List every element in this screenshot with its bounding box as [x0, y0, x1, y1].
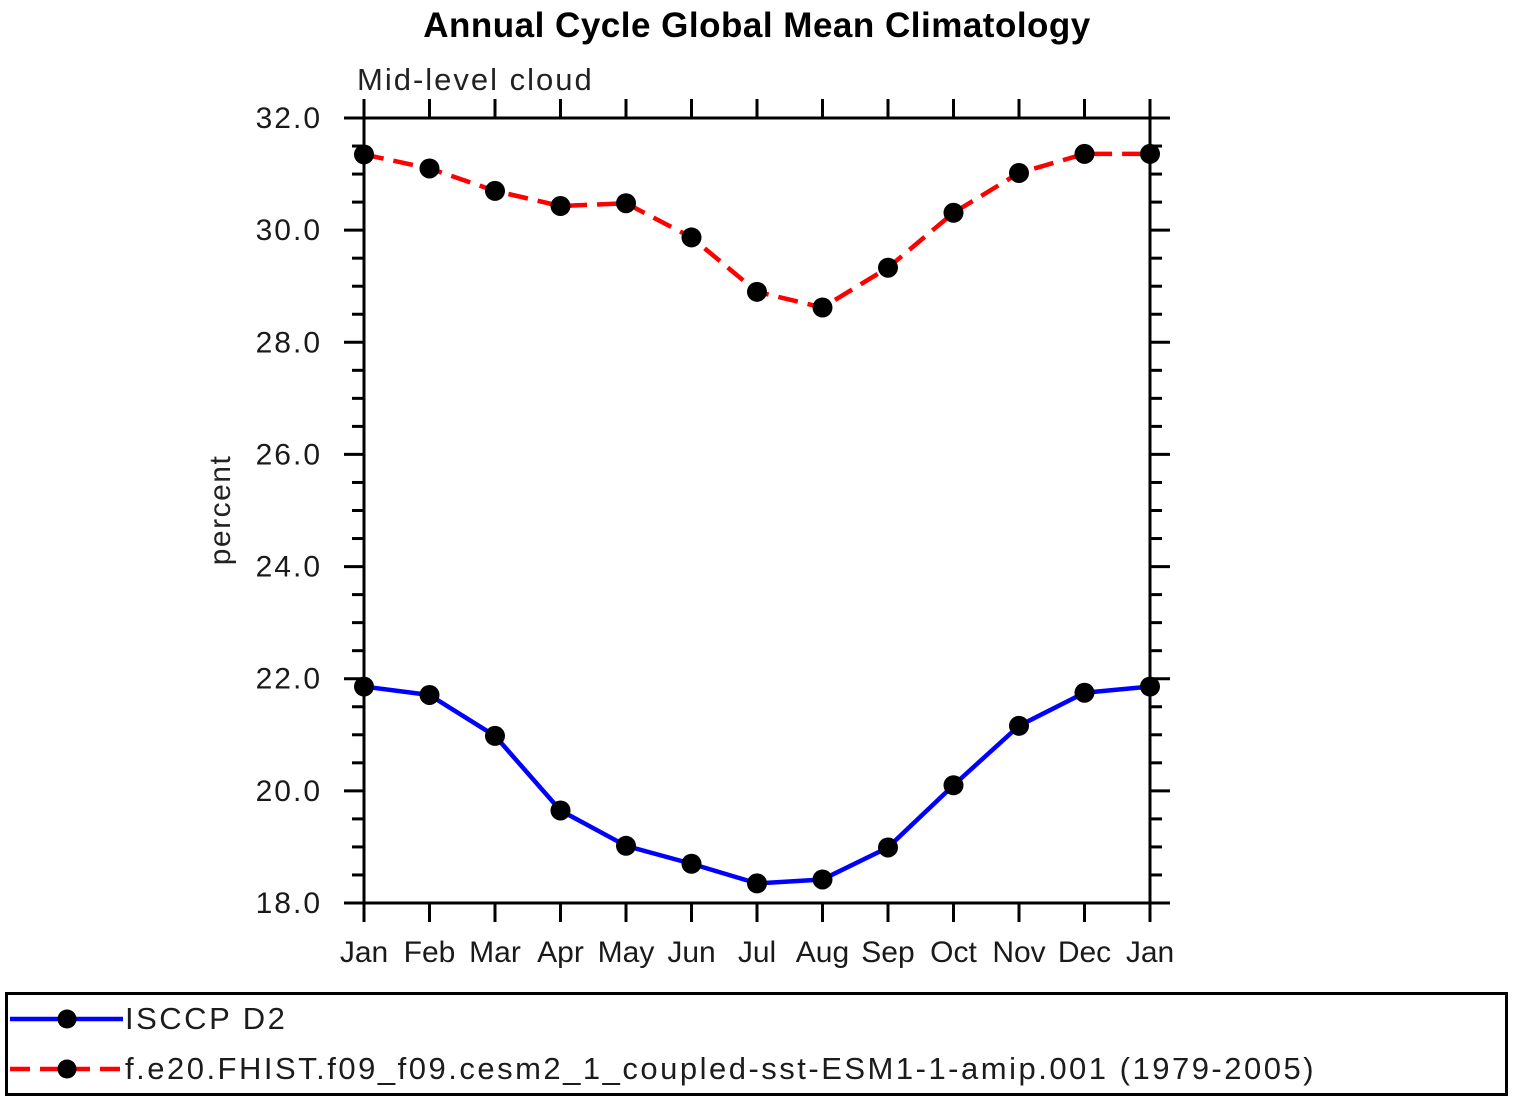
y-tick-label: 20.0 [256, 775, 322, 808]
y-tick-label: 22.0 [256, 663, 322, 696]
data-point [943, 775, 964, 796]
y-tick-label: 32.0 [256, 102, 322, 135]
x-tick-label: Dec [1058, 936, 1111, 969]
data-point [1140, 143, 1160, 164]
x-tick-label: Jul [738, 936, 776, 969]
legend-label: ISCCP D2 [125, 1001, 288, 1036]
data-point [747, 281, 767, 302]
series-line-isccp-d2 [363, 684, 1151, 886]
data-point [1009, 162, 1029, 183]
x-tick-label: Jan [340, 936, 388, 969]
y-tick-label: 18.0 [256, 887, 322, 920]
data-point [878, 837, 898, 858]
legend-marker [57, 1009, 77, 1029]
legend-item: ISCCP D2 [9, 996, 1505, 1042]
data-point [616, 835, 636, 856]
y-tick-label: 28.0 [256, 326, 322, 359]
x-tick-label: Jun [667, 936, 715, 969]
data-point [354, 144, 374, 165]
data-point [681, 227, 702, 248]
x-tick-label: Feb [404, 936, 456, 969]
legend-sample-line [10, 1009, 123, 1029]
y-tick-label: 24.0 [256, 551, 322, 584]
x-tick-label: Jan [1126, 936, 1174, 969]
x-tick-label: Mar [469, 936, 521, 969]
x-tick-label: Aug [796, 936, 849, 969]
data-point [354, 676, 374, 697]
data-point [419, 684, 440, 705]
x-tick-label: May [598, 936, 655, 969]
x-tick-label: Apr [537, 936, 584, 969]
plot-area: Jan Feb Mar Apr May Jun Jul Aug Sep Oct Nov Dec Jan 1… [256, 99, 1174, 969]
plot-frame [362, 116, 1152, 905]
x-tick-label: Oct [930, 936, 977, 969]
data-point [681, 853, 702, 874]
data-point [485, 180, 505, 201]
x-tick-label: Nov [992, 936, 1045, 969]
y-tick-label: 26.0 [256, 438, 322, 471]
legend-box: ISCCP D2 f.e20.FHIST.f09_f09.cesm2_1_cou… [5, 992, 1508, 1096]
legend-item: f.e20.FHIST.f09_f09.cesm2_1_coupled-sst-… [9, 1046, 1505, 1092]
data-point [419, 158, 440, 179]
data-point [550, 800, 571, 821]
x-tick-label: Sep [861, 936, 914, 969]
data-point [1009, 715, 1029, 736]
data-point [943, 202, 964, 223]
data-point [878, 257, 898, 278]
data-point [747, 873, 767, 894]
data-point [485, 725, 505, 746]
data-point [1074, 682, 1095, 703]
legend-label: f.e20.FHIST.f09_f09.cesm2_1_coupled-sst-… [125, 1051, 1317, 1086]
legend-sample-line [10, 1059, 123, 1079]
data-point [812, 297, 833, 318]
data-point [812, 869, 833, 890]
data-point [550, 196, 571, 217]
data-point [1140, 676, 1160, 697]
data-point [1074, 143, 1095, 164]
chart-title: Annual Cycle Global Mean Climatology [423, 6, 1091, 45]
data-point [616, 193, 636, 214]
y-tick-label: 30.0 [256, 214, 322, 247]
legend-marker [57, 1059, 77, 1079]
chart-subtitle: Mid-level cloud [357, 62, 594, 97]
